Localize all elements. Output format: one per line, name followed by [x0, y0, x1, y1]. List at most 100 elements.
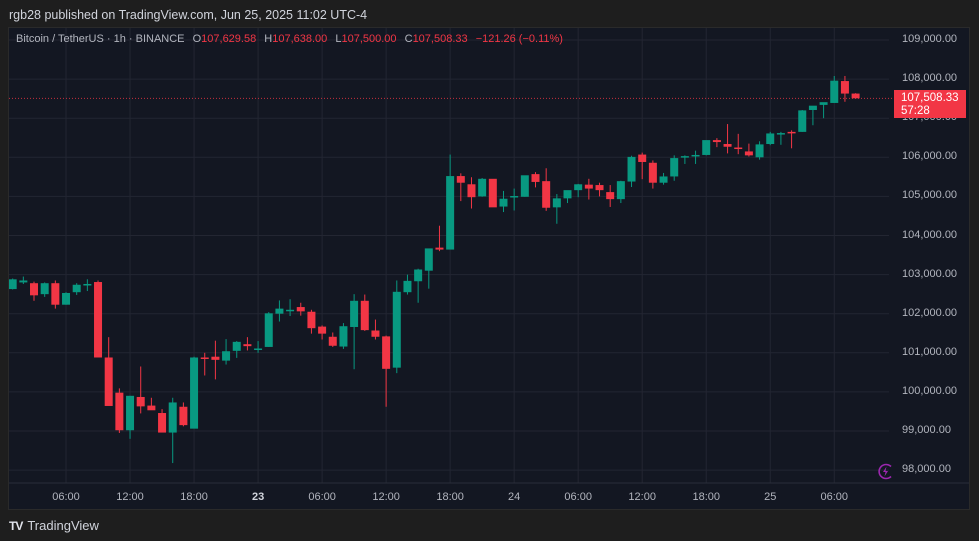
- candle[interactable]: [51, 280, 60, 309]
- candle[interactable]: [648, 160, 657, 189]
- time-tick-label: 24: [508, 491, 521, 503]
- brand-name: TradingView: [27, 518, 99, 533]
- candle[interactable]: [563, 190, 572, 204]
- candle[interactable]: [158, 409, 167, 433]
- last-price: 107,508.33: [901, 92, 959, 104]
- open-value: 107,629.58: [201, 33, 257, 45]
- candle[interactable]: [318, 325, 327, 340]
- candle[interactable]: [776, 131, 785, 145]
- candle[interactable]: [328, 332, 337, 347]
- alert-bolt-icon[interactable]: [877, 463, 894, 480]
- candle[interactable]: [488, 178, 497, 208]
- time-tick-label: 18:00: [436, 491, 464, 503]
- candle[interactable]: [616, 180, 625, 204]
- candle[interactable]: [531, 172, 540, 188]
- candle[interactable]: [798, 109, 807, 132]
- candle[interactable]: [115, 388, 124, 433]
- candle[interactable]: [510, 188, 519, 211]
- price-tick-label: 102,000.00: [902, 306, 958, 319]
- candle[interactable]: [286, 299, 295, 317]
- candle[interactable]: [691, 150, 700, 164]
- candle[interactable]: [424, 248, 433, 289]
- candle[interactable]: [72, 283, 81, 295]
- last-price-tag: 107,508.33 57:28: [894, 90, 966, 118]
- candle[interactable]: [200, 352, 209, 376]
- candle[interactable]: [83, 279, 92, 292]
- candle[interactable]: [403, 274, 412, 295]
- candle[interactable]: [520, 175, 529, 197]
- candle[interactable]: [744, 143, 753, 157]
- candle[interactable]: [819, 102, 828, 119]
- time-tick-label: 12:00: [116, 491, 144, 503]
- candle[interactable]: [766, 131, 775, 146]
- candle[interactable]: [104, 337, 113, 406]
- candle[interactable]: [830, 75, 839, 103]
- candle[interactable]: [552, 194, 561, 224]
- price-tick-label: 98,000.00: [902, 463, 951, 476]
- time-tick-label: 06:00: [820, 491, 849, 503]
- candle[interactable]: [851, 93, 860, 99]
- symbol-legend: Bitcoin / TetherUS · 1h · BINANCE O107,6…: [16, 33, 563, 45]
- candle[interactable]: [222, 339, 231, 365]
- candle[interactable]: [62, 292, 71, 305]
- candle[interactable]: [275, 300, 284, 322]
- candle[interactable]: [467, 177, 476, 209]
- candle[interactable]: [360, 294, 369, 331]
- candle[interactable]: [307, 309, 316, 334]
- candle[interactable]: [211, 340, 220, 380]
- candle[interactable]: [190, 356, 199, 429]
- candle[interactable]: [542, 168, 551, 211]
- candle[interactable]: [499, 190, 508, 213]
- candle[interactable]: [435, 225, 444, 252]
- candle[interactable]: [414, 268, 423, 303]
- candle[interactable]: [478, 178, 487, 197]
- candlestick-plot[interactable]: [9, 28, 969, 510]
- candle[interactable]: [723, 124, 732, 154]
- candle[interactable]: [350, 294, 359, 370]
- candle[interactable]: [147, 397, 156, 411]
- candle[interactable]: [382, 335, 391, 407]
- time-tick-label: 12:00: [628, 491, 656, 503]
- candle[interactable]: [734, 133, 743, 155]
- candle[interactable]: [446, 154, 455, 250]
- candle[interactable]: [702, 140, 711, 156]
- candle[interactable]: [168, 397, 177, 464]
- close-value: 107,508.33: [412, 33, 468, 45]
- candle[interactable]: [574, 183, 583, 198]
- candle[interactable]: [296, 302, 305, 316]
- candle[interactable]: [40, 282, 49, 297]
- candle[interactable]: [179, 402, 188, 427]
- candle[interactable]: [670, 155, 679, 181]
- candle[interactable]: [232, 341, 241, 358]
- time-tick-label: 06:00: [308, 491, 336, 503]
- candle[interactable]: [19, 276, 28, 284]
- candle[interactable]: [606, 185, 615, 207]
- candle[interactable]: [264, 312, 273, 347]
- candle[interactable]: [136, 366, 145, 414]
- candle[interactable]: [787, 130, 796, 149]
- candle[interactable]: [584, 178, 593, 200]
- candle[interactable]: [627, 155, 636, 188]
- candle[interactable]: [254, 341, 263, 353]
- candle[interactable]: [712, 138, 721, 148]
- candle[interactable]: [456, 173, 465, 202]
- candle[interactable]: [840, 75, 849, 102]
- tradingview-logo[interactable]: TV TradingView: [9, 518, 99, 533]
- candle[interactable]: [659, 172, 668, 185]
- candle[interactable]: [339, 323, 348, 349]
- candle[interactable]: [680, 155, 689, 164]
- time-tick-label: 25: [764, 491, 777, 503]
- candle[interactable]: [808, 105, 817, 126]
- candle[interactable]: [94, 280, 103, 358]
- candle[interactable]: [243, 337, 252, 351]
- time-tick-label: 06:00: [52, 491, 80, 503]
- candle[interactable]: [126, 395, 135, 439]
- candle[interactable]: [9, 278, 17, 290]
- candle[interactable]: [638, 152, 647, 180]
- candle[interactable]: [30, 281, 39, 301]
- price-tick-label: 101,000.00: [902, 345, 958, 358]
- candle[interactable]: [595, 182, 604, 197]
- candle[interactable]: [371, 319, 380, 340]
- candle[interactable]: [392, 280, 401, 374]
- candle[interactable]: [755, 141, 764, 160]
